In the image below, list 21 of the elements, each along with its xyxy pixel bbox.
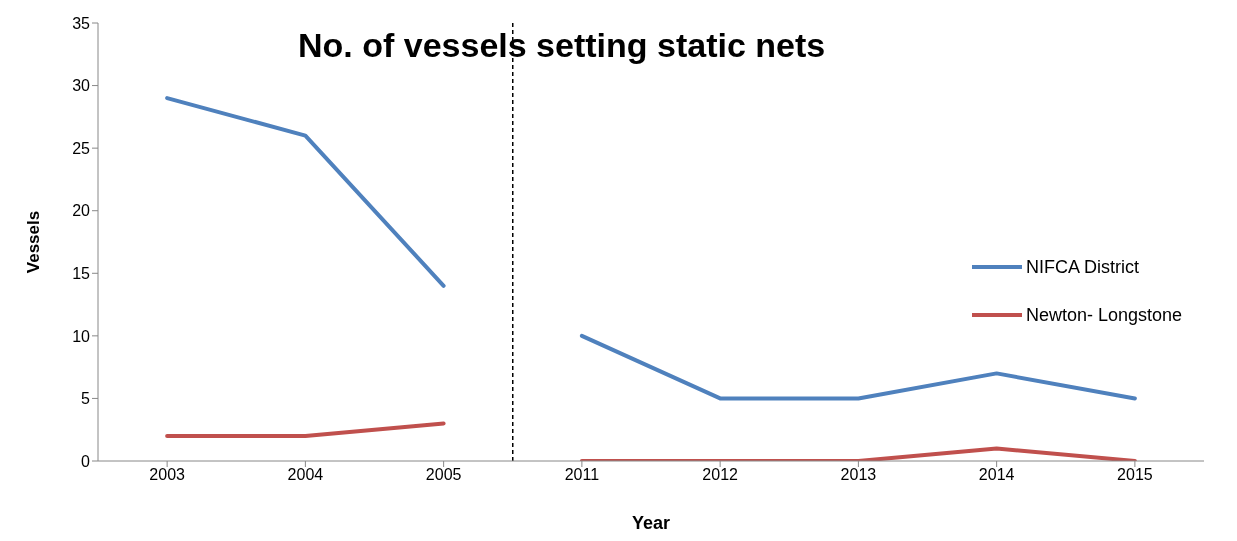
y-tick-label: 20 <box>72 202 91 220</box>
y-tick-label: 15 <box>72 264 91 282</box>
x-tick-label: 2013 <box>840 466 877 484</box>
legend-label: NIFCA District <box>1026 256 1140 278</box>
y-tick-label: 25 <box>72 139 91 157</box>
y-tick-label: 35 <box>72 14 91 32</box>
y-tick-label: 10 <box>72 327 91 345</box>
x-tick-label: 2005 <box>425 466 462 484</box>
x-axis-title: Year <box>631 513 671 533</box>
x-tick-label: 2011 <box>564 466 600 484</box>
x-tick-label: 2015 <box>1117 466 1153 484</box>
y-tick-label: 30 <box>72 77 91 95</box>
y-tick-label: 5 <box>81 390 91 408</box>
x-tick-label: 2014 <box>978 466 1015 484</box>
y-axis-title: Vessels <box>24 210 44 274</box>
x-tick-label: 2012 <box>702 466 739 484</box>
chart-title: No. of vessels setting static nets <box>298 26 826 65</box>
x-tick-label: 2003 <box>149 466 186 484</box>
x-tick-label: 2004 <box>287 466 324 484</box>
legend-label: Newton- Longstone <box>1026 304 1183 326</box>
y-tick-label: 0 <box>81 452 91 470</box>
